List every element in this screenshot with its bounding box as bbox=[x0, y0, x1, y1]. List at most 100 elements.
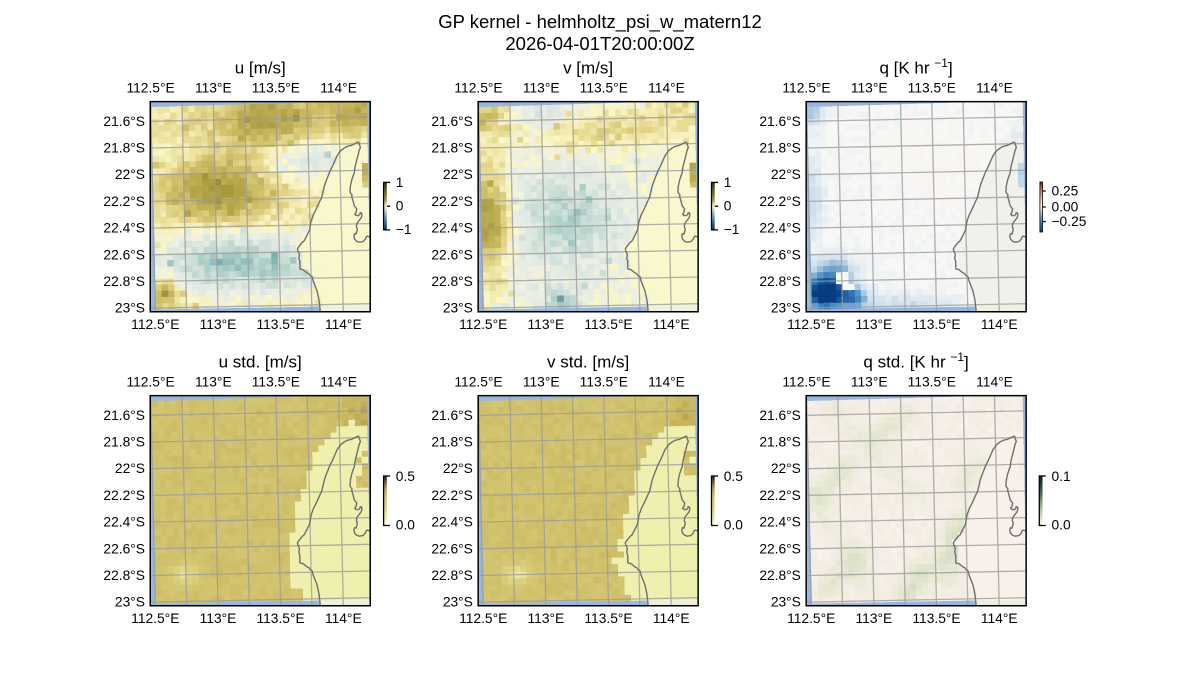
svg-text:114°E: 114°E bbox=[981, 317, 1018, 332]
svg-text:v [m/s]: v [m/s] bbox=[563, 58, 613, 77]
svg-text:113°E: 113°E bbox=[528, 611, 565, 626]
svg-text:0.5: 0.5 bbox=[724, 469, 744, 484]
svg-text:114°E: 114°E bbox=[320, 80, 357, 95]
svg-text:114°E: 114°E bbox=[653, 611, 690, 626]
svg-text:v std. [m/s]: v std. [m/s] bbox=[547, 352, 629, 371]
svg-text:22.2°S: 22.2°S bbox=[103, 488, 145, 503]
svg-text:112.5°E: 112.5°E bbox=[459, 317, 507, 332]
svg-text:0.0: 0.0 bbox=[396, 518, 416, 533]
svg-text:113.5°E: 113.5°E bbox=[580, 374, 628, 389]
svg-text:21.8°S: 21.8°S bbox=[431, 141, 473, 156]
svg-text:−1: −1 bbox=[396, 222, 412, 237]
svg-text:GP kernel - helmholtz_psi_w_ma: GP kernel - helmholtz_psi_w_matern12 bbox=[438, 11, 762, 33]
svg-text:2026-04-01T20:00:00Z: 2026-04-01T20:00:00Z bbox=[505, 33, 694, 54]
svg-text:113°E: 113°E bbox=[200, 317, 237, 332]
svg-text:0.1: 0.1 bbox=[1052, 469, 1071, 484]
svg-text:113°E: 113°E bbox=[195, 80, 232, 95]
svg-text:112.5°E: 112.5°E bbox=[454, 374, 502, 389]
svg-text:u std. [m/s]: u std. [m/s] bbox=[219, 352, 302, 371]
svg-text:113°E: 113°E bbox=[195, 374, 232, 389]
svg-text:113°E: 113°E bbox=[856, 317, 893, 332]
svg-text:113°E: 113°E bbox=[856, 611, 893, 626]
svg-text:23°S: 23°S bbox=[443, 301, 473, 316]
svg-text:22°S: 22°S bbox=[115, 167, 145, 182]
svg-text:22°S: 22°S bbox=[443, 461, 473, 476]
svg-text:113°E: 113°E bbox=[523, 80, 560, 95]
svg-text:21.6°S: 21.6°S bbox=[431, 114, 473, 129]
svg-text:22.6°S: 22.6°S bbox=[431, 247, 473, 262]
svg-text:23°S: 23°S bbox=[771, 301, 801, 316]
svg-text:22°S: 22°S bbox=[443, 167, 473, 182]
svg-text:113°E: 113°E bbox=[528, 317, 565, 332]
svg-text:22.4°S: 22.4°S bbox=[103, 515, 145, 530]
svg-text:0.25: 0.25 bbox=[1052, 184, 1079, 199]
svg-text:112.5°E: 112.5°E bbox=[782, 374, 830, 389]
svg-text:22.6°S: 22.6°S bbox=[759, 247, 801, 262]
svg-text:22.4°S: 22.4°S bbox=[431, 221, 473, 236]
svg-text:113.5°E: 113.5°E bbox=[908, 80, 956, 95]
svg-text:23°S: 23°S bbox=[771, 595, 801, 610]
svg-text:1: 1 bbox=[724, 175, 732, 190]
svg-text:114°E: 114°E bbox=[648, 80, 685, 95]
svg-text:22.2°S: 22.2°S bbox=[431, 488, 473, 503]
svg-text:112.5°E: 112.5°E bbox=[782, 80, 830, 95]
svg-text:22.4°S: 22.4°S bbox=[431, 515, 473, 530]
svg-text:0.5: 0.5 bbox=[396, 469, 416, 484]
svg-text:114°E: 114°E bbox=[981, 611, 1018, 626]
svg-text:21.8°S: 21.8°S bbox=[103, 435, 145, 450]
svg-text:113°E: 113°E bbox=[851, 374, 888, 389]
svg-text:113.5°E: 113.5°E bbox=[584, 317, 632, 332]
svg-text:113.5°E: 113.5°E bbox=[908, 374, 956, 389]
svg-text:−1: −1 bbox=[724, 222, 740, 237]
svg-text:21.8°S: 21.8°S bbox=[431, 435, 473, 450]
svg-text:22.4°S: 22.4°S bbox=[759, 515, 801, 530]
svg-text:22.4°S: 22.4°S bbox=[103, 221, 145, 236]
svg-text:0.00: 0.00 bbox=[1052, 200, 1079, 215]
svg-text:112.5°E: 112.5°E bbox=[131, 317, 179, 332]
svg-text:0.0: 0.0 bbox=[724, 518, 744, 533]
svg-text:0: 0 bbox=[396, 199, 404, 214]
svg-text:21.6°S: 21.6°S bbox=[103, 114, 145, 129]
svg-text:113°E: 113°E bbox=[523, 374, 560, 389]
svg-text:113.5°E: 113.5°E bbox=[252, 80, 300, 95]
svg-text:0: 0 bbox=[724, 199, 732, 214]
svg-text:112.5°E: 112.5°E bbox=[787, 317, 835, 332]
svg-text:23°S: 23°S bbox=[443, 595, 473, 610]
svg-text:114°E: 114°E bbox=[648, 374, 685, 389]
svg-text:21.6°S: 21.6°S bbox=[431, 408, 473, 423]
svg-text:114°E: 114°E bbox=[976, 80, 1013, 95]
svg-text:22°S: 22°S bbox=[771, 167, 801, 182]
svg-text:22.6°S: 22.6°S bbox=[103, 541, 145, 556]
svg-text:113.5°E: 113.5°E bbox=[252, 374, 300, 389]
svg-text:112.5°E: 112.5°E bbox=[787, 611, 835, 626]
svg-text:−0.25: −0.25 bbox=[1052, 214, 1087, 229]
svg-text:114°E: 114°E bbox=[653, 317, 690, 332]
svg-text:112.5°E: 112.5°E bbox=[126, 80, 174, 95]
svg-text:21.8°S: 21.8°S bbox=[759, 435, 801, 450]
svg-text:21.8°S: 21.8°S bbox=[103, 141, 145, 156]
svg-text:22.8°S: 22.8°S bbox=[431, 274, 473, 289]
svg-text:114°E: 114°E bbox=[320, 374, 357, 389]
svg-text:21.8°S: 21.8°S bbox=[759, 141, 801, 156]
svg-text:113°E: 113°E bbox=[851, 80, 888, 95]
svg-text:21.6°S: 21.6°S bbox=[103, 408, 145, 423]
svg-text:23°S: 23°S bbox=[115, 301, 145, 316]
svg-text:22.6°S: 22.6°S bbox=[759, 541, 801, 556]
svg-text:22.6°S: 22.6°S bbox=[103, 247, 145, 262]
svg-text:113.5°E: 113.5°E bbox=[580, 80, 628, 95]
svg-text:114°E: 114°E bbox=[325, 317, 362, 332]
svg-text:22.2°S: 22.2°S bbox=[759, 488, 801, 503]
svg-text:22.8°S: 22.8°S bbox=[103, 274, 145, 289]
svg-text:22.2°S: 22.2°S bbox=[759, 194, 801, 209]
svg-text:22.8°S: 22.8°S bbox=[103, 568, 145, 583]
svg-text:22.2°S: 22.2°S bbox=[103, 194, 145, 209]
svg-text:113.5°E: 113.5°E bbox=[912, 611, 960, 626]
svg-text:22°S: 22°S bbox=[771, 461, 801, 476]
svg-text:112.5°E: 112.5°E bbox=[131, 611, 179, 626]
svg-text:22.4°S: 22.4°S bbox=[759, 221, 801, 236]
svg-text:22.8°S: 22.8°S bbox=[759, 568, 801, 583]
svg-text:112.5°E: 112.5°E bbox=[454, 80, 502, 95]
svg-text:21.6°S: 21.6°S bbox=[759, 114, 801, 129]
svg-text:21.6°S: 21.6°S bbox=[759, 408, 801, 423]
svg-text:113.5°E: 113.5°E bbox=[256, 611, 304, 626]
